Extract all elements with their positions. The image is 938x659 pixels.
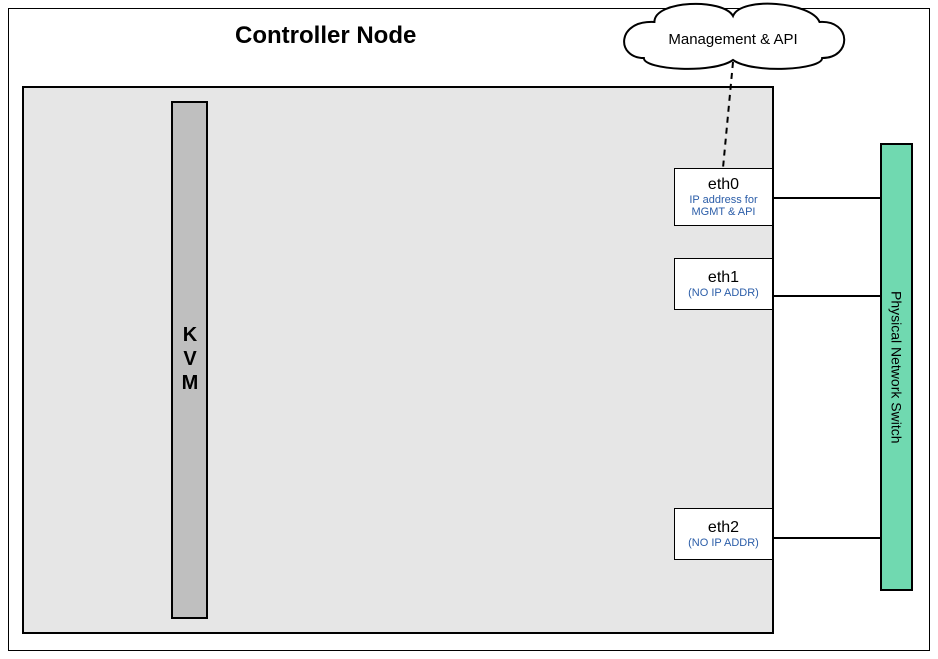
eth2-name: eth2 (708, 519, 739, 537)
eth1-name: eth1 (708, 269, 739, 287)
eth0-name: eth0 (708, 176, 739, 194)
controller-node-rect (22, 86, 774, 634)
eth2-box: eth2 (NO IP ADDR) (674, 508, 773, 560)
eth2-sub: (NO IP ADDR) (688, 537, 759, 549)
eth1-sub: (NO IP ADDR) (688, 287, 759, 299)
kvm-label: KVM (178, 324, 201, 396)
kvm-rect: KVM (171, 101, 208, 619)
eth0-sub: IP address forMGMT & API (689, 194, 757, 218)
link-eth1-switch (773, 295, 880, 297)
eth0-box: eth0 IP address forMGMT & API (674, 168, 773, 226)
link-eth0-switch (773, 197, 880, 199)
diagram-title: Controller Node (235, 22, 416, 50)
switch-label: Physical Network Switch (889, 291, 905, 444)
eth1-box: eth1 (NO IP ADDR) (674, 258, 773, 310)
physical-network-switch: Physical Network Switch (880, 143, 913, 591)
link-eth2-switch (773, 537, 880, 539)
